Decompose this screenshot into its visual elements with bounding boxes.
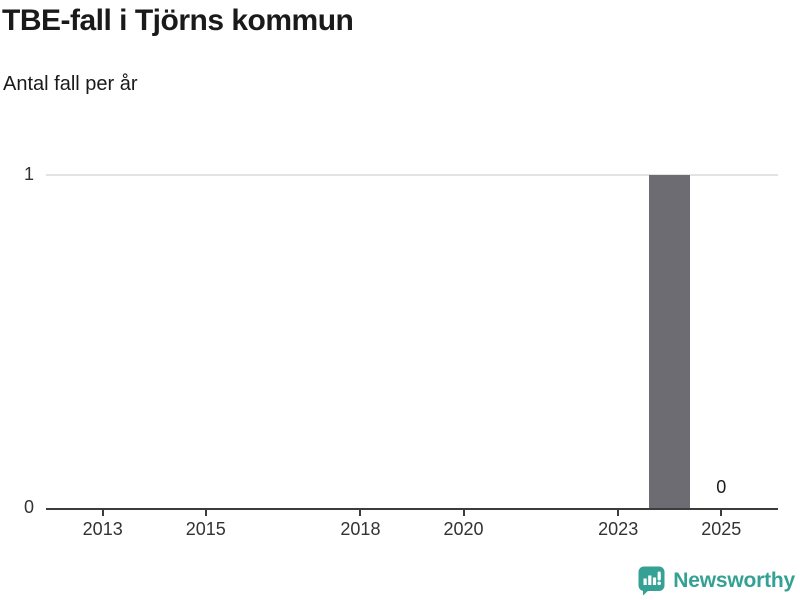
- x-axis-line: [46, 508, 778, 510]
- x-tick-label-2020: 2020: [443, 519, 484, 539]
- x-axis-tick-2025: [720, 510, 723, 516]
- y-tick-label-0: 0: [23, 497, 34, 517]
- y-tick-label-1: 1: [23, 164, 34, 184]
- x-tick-label-2013: 2013: [82, 519, 123, 539]
- chart-subtitle: Antal fall per år: [3, 73, 138, 95]
- x-axis-tick-2013: [101, 510, 104, 516]
- y-gridline-1: [46, 174, 778, 176]
- x-tick-label-2018: 2018: [340, 519, 381, 539]
- x-axis-tick-2023: [617, 510, 620, 516]
- newsworthy-logo-text: Newsworthy: [673, 569, 795, 592]
- newsworthy-icon: [638, 566, 665, 596]
- chart-title: TBE-fall i Tjörns kommun: [2, 4, 354, 37]
- x-axis-tick-2020: [462, 510, 465, 516]
- newsworthy-logo: Newsworthy: [638, 566, 795, 596]
- value-label-2025: 0: [716, 477, 727, 497]
- bar-2024: [649, 175, 691, 508]
- x-tick-label-2025: 2025: [701, 519, 742, 539]
- x-axis-tick-2018: [359, 510, 362, 516]
- x-tick-label-2023: 2023: [598, 519, 639, 539]
- x-tick-label-2015: 2015: [185, 519, 226, 539]
- x-axis-tick-2015: [204, 510, 207, 516]
